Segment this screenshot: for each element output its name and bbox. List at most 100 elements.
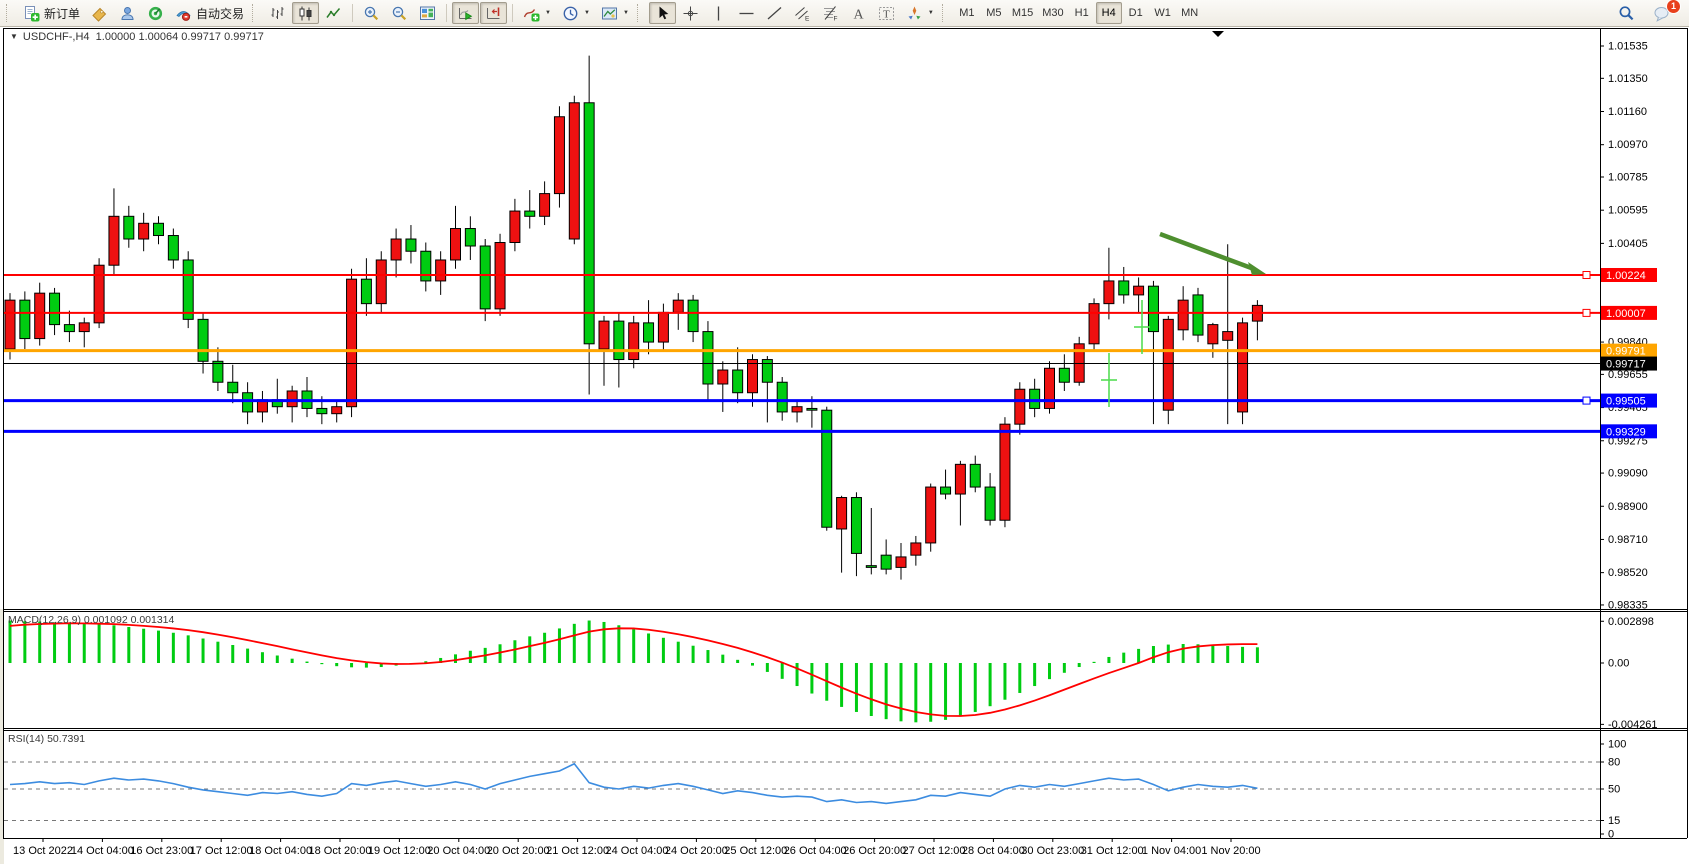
candle-body (643, 322, 655, 343)
timeframe-m1[interactable]: M1 (954, 2, 980, 24)
svg-text:T: T (883, 8, 890, 20)
candles-icon (299, 6, 312, 20)
candle-body (1029, 388, 1041, 409)
candle-body (197, 318, 209, 362)
timeframe-m15-label: M15 (1011, 7, 1034, 19)
rsi-pane: 100 80 50 15 0 (4, 739, 1626, 841)
candle-body (390, 238, 402, 261)
timeframe-m15[interactable]: M15 (1008, 2, 1037, 24)
candle-body (123, 215, 135, 240)
candle-body (1014, 388, 1026, 425)
candle-body (227, 381, 239, 394)
candle-body (1177, 299, 1189, 331)
macd-tick-label: 0.002898 (1608, 616, 1654, 628)
timeframe-m30[interactable]: M30 (1038, 2, 1067, 24)
chart-shift-marker[interactable] (1212, 31, 1224, 37)
auto-scroll-button[interactable] (452, 2, 480, 24)
zoom-out-button[interactable] (386, 2, 413, 24)
search-button[interactable] (1613, 2, 1640, 24)
cursor-button[interactable] (648, 2, 676, 24)
text-icon: A (853, 7, 864, 22)
fibo-icon: F (823, 5, 837, 22)
timeframe-m5[interactable]: M5 (981, 2, 1007, 24)
tag-icon (92, 7, 107, 22)
channel-icon: E (795, 6, 810, 22)
price-tick-label: 0.98520 (1608, 567, 1648, 579)
chart-area[interactable]: 1.01535 1.01350 1.01160 1.00970 1.00785 1.005… (0, 28, 1689, 864)
line-chart-button[interactable] (320, 2, 347, 24)
main-toolbar: 新订单 自动交易 ▼ ▼ ▼ E F A T ▼ M1 M5 M15 M30 H1 H4 D1 W1 MN 1 (0, 0, 1689, 27)
candle-body (346, 278, 358, 408)
crosshair-button[interactable] (677, 2, 704, 24)
candle-body (910, 542, 922, 556)
price-line-label: 0.99791 (1606, 346, 1646, 358)
svg-text:F: F (833, 15, 837, 22)
periods-button[interactable]: ▼ (557, 2, 595, 24)
tile-windows-button[interactable] (414, 2, 441, 24)
candle-body (331, 406, 343, 415)
trend-arrow-annotation[interactable] (1159, 231, 1255, 272)
chart-shift-button[interactable] (480, 2, 508, 24)
timeframe-m30-label: M30 (1042, 7, 1064, 19)
timeframe-w1[interactable]: W1 (1150, 2, 1176, 24)
candle-body (1222, 331, 1234, 341)
candle-body (1192, 294, 1204, 336)
candle-body (954, 463, 966, 495)
signals-button[interactable] (142, 2, 169, 24)
chevron-down-icon: ▼ (927, 10, 934, 16)
vertical-line-button[interactable] (705, 2, 732, 24)
hline-anchor[interactable] (1582, 308, 1591, 317)
candle-body (583, 102, 595, 345)
hline-anchor[interactable] (1582, 270, 1591, 279)
timeframe-h4[interactable]: H4 (1095, 2, 1122, 24)
trendline-button[interactable] (761, 2, 788, 24)
templates-icon (601, 7, 617, 19)
toolbar-gripper (6, 4, 13, 22)
candle-body (687, 299, 699, 333)
price-line-label-box (1601, 356, 1657, 371)
zoom-in-icon (364, 6, 379, 20)
tag-button[interactable] (86, 2, 113, 24)
candle-body (34, 292, 46, 340)
candle-body (524, 210, 536, 217)
timeframe-d1[interactable]: D1 (1123, 2, 1149, 24)
channel-button[interactable]: E (789, 2, 816, 24)
price-line-label: 1.00007 (1606, 308, 1646, 320)
timeframe-w1-label: W1 (1154, 7, 1171, 19)
candle-body (108, 215, 120, 266)
candlestick-series (4, 55, 1263, 580)
svg-text:E: E (805, 15, 810, 22)
price-tick-label: 0.98900 (1608, 501, 1648, 513)
text-button[interactable]: A (845, 2, 872, 24)
text-label-button[interactable]: T (873, 2, 900, 24)
price-tick-label: 1.00405 (1608, 238, 1648, 250)
candle-body (732, 369, 744, 394)
fibonacci-button[interactable]: F (817, 2, 844, 24)
chat-button[interactable]: 1 (1648, 0, 1681, 24)
community-button[interactable] (114, 2, 141, 24)
candlestick-chart-button[interactable] (292, 2, 320, 24)
bar-chart-button[interactable] (264, 2, 291, 24)
time-tick-label: 18 Oct 04:00 (249, 845, 312, 857)
hline-anchor[interactable] (1582, 396, 1591, 405)
timeframe-mn[interactable]: MN (1177, 2, 1203, 24)
templates-button[interactable]: ▼ (596, 2, 634, 24)
candle-body (969, 463, 981, 488)
notification-badge: 1 (1666, 0, 1681, 14)
candle-body (628, 322, 640, 361)
timeframe-h1[interactable]: H1 (1069, 2, 1095, 24)
indicators-button[interactable]: ▼ (518, 2, 556, 24)
candle-body (4, 299, 16, 350)
zoom-in-button[interactable] (358, 2, 385, 24)
price-axis[interactable]: 1.01535 1.01350 1.01160 1.00970 1.00785 1.005… (1600, 41, 1657, 612)
arrows-icon (908, 6, 921, 19)
crosshair-icon (683, 6, 698, 20)
candle-body (464, 228, 476, 247)
new-order-button[interactable]: 新订单 (18, 2, 85, 24)
timeframe-d1-label: D1 (1128, 7, 1143, 19)
autotrading-button[interactable]: 自动交易 (170, 2, 249, 24)
rsi-tick-label: 0 (1608, 829, 1614, 841)
arrows-button[interactable]: ▼ (901, 2, 939, 24)
horizontal-line-button[interactable] (733, 2, 760, 24)
